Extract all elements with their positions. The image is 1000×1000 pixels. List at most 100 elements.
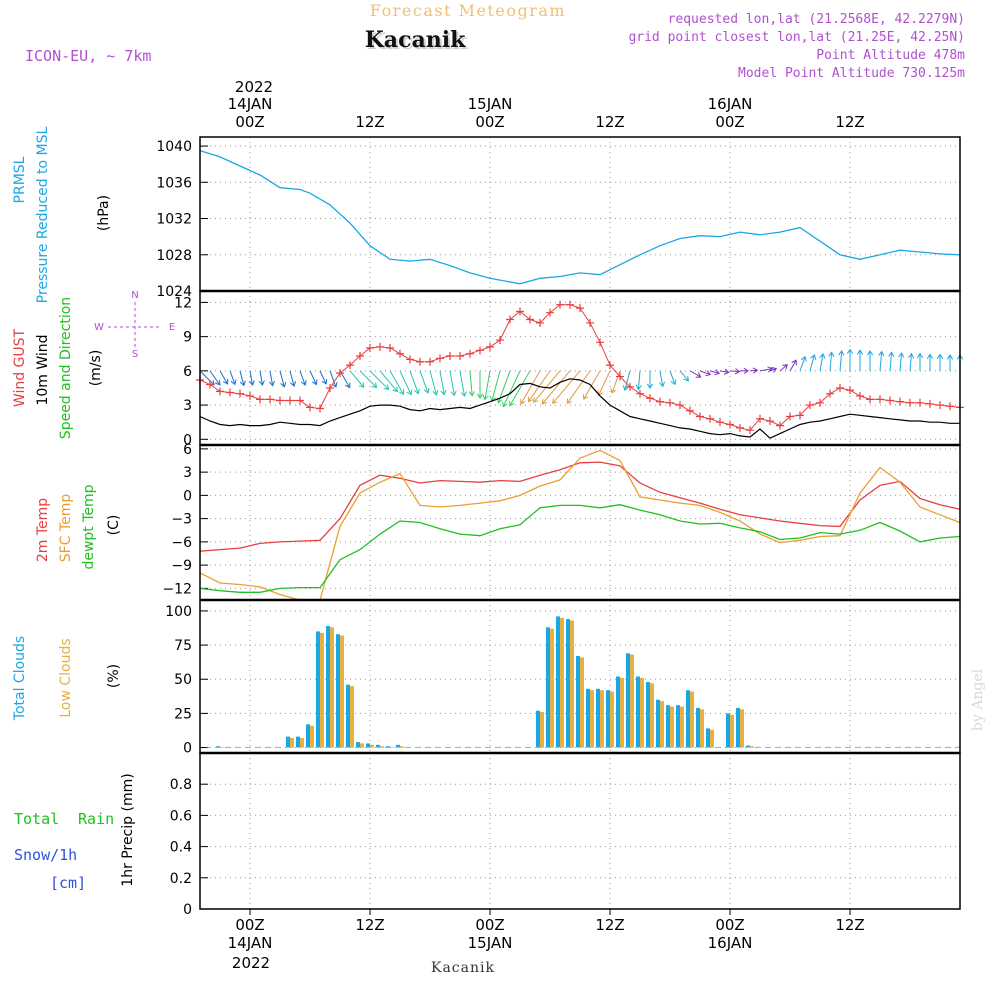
- top-date-label: 15JAN: [468, 95, 513, 113]
- total-cloud-bar: [496, 746, 500, 748]
- wind-arrow-head: [468, 390, 475, 397]
- wind-arrow: [229, 370, 236, 385]
- clouds-unit: (%): [106, 664, 122, 688]
- precipitation-ytick-label: 0: [183, 902, 192, 918]
- wind-arrow: [899, 352, 903, 371]
- wind-arrow: [839, 350, 843, 371]
- total-cloud-bar: [766, 746, 770, 748]
- wind-arrow-head: [888, 351, 895, 358]
- total-clouds-label: Total Clouds: [12, 636, 28, 721]
- clouds-ytick-label: 100: [165, 604, 192, 620]
- total-cloud-bar: [206, 746, 210, 748]
- subtitle: Forecast Meteogram: [370, 1, 566, 20]
- precipitation-ytick-label: 0.6: [170, 808, 192, 824]
- wind-gust-marker: [406, 355, 414, 364]
- wind-arrow: [552, 370, 581, 404]
- wind-arrow-head: [383, 384, 390, 391]
- temperature-panel: −12 −9 −6 −3 0 3 6: [162, 442, 961, 601]
- low-cloud-bar: [700, 709, 704, 748]
- wind-arrow-head: [230, 379, 237, 386]
- wind-gust-marker: [386, 344, 394, 353]
- wind-gust-marker: [356, 352, 364, 361]
- wind-gust-marker: [316, 404, 324, 413]
- total-cloud-bar: [846, 746, 850, 748]
- wind-arrow-head: [541, 398, 548, 405]
- wind-10m-label: 10m Wind: [35, 334, 51, 405]
- compass-s: S: [132, 349, 138, 360]
- total-cloud-bar: [306, 724, 310, 748]
- wind-arrow-head: [670, 379, 677, 386]
- wind-arrow-head: [239, 380, 246, 387]
- wind-gust-marker: [246, 391, 254, 400]
- wind-gust-marker: [536, 318, 544, 327]
- model-label: ICON-EU, ~ 7km: [25, 47, 151, 65]
- total-cloud-bar: [706, 728, 710, 748]
- precip-unit: 1hr Precip (mm): [120, 773, 136, 886]
- wind-gust-marker: [626, 382, 634, 391]
- wind-gust-marker: [236, 389, 244, 398]
- bottom-time-label: 00Z: [235, 916, 264, 934]
- wind-arrow: [469, 370, 473, 396]
- wind-labels: Wind GUST 10m Wind Speed and Direction (…: [12, 290, 175, 439]
- wind-arrow-head: [258, 380, 265, 386]
- wind-arrow: [637, 370, 641, 390]
- wind-arrow: [624, 370, 631, 391]
- total-cloud-bar: [636, 676, 640, 748]
- wind-gust-marker: [806, 401, 814, 410]
- wind-arrow: [520, 370, 541, 405]
- low-cloud-bar: [590, 690, 594, 748]
- wind-gust-marker: [216, 387, 224, 396]
- wind-arrow-head: [752, 367, 759, 374]
- total-cloud-bar: [546, 627, 550, 748]
- total-cloud-bar: [746, 745, 750, 748]
- wind-arrow: [689, 370, 701, 378]
- bottom-time-label: 12Z: [355, 916, 384, 934]
- wind-gust-marker: [596, 338, 604, 347]
- low-cloud-bar: [370, 744, 374, 748]
- wind-gust-marker: [546, 308, 554, 317]
- total-cloud-bar: [836, 746, 840, 748]
- bottom-time-label: 00Z: [475, 916, 504, 934]
- wind-arrow: [769, 368, 777, 372]
- wind-panel: 0 3 6 9 12: [174, 290, 964, 448]
- model-altitude: Model Point Altitude 730.125m: [738, 66, 965, 81]
- wind-arrow: [611, 370, 621, 394]
- wind-arrow: [219, 370, 228, 385]
- wind-arrow: [509, 370, 531, 407]
- wind-10m-line: [199, 378, 960, 439]
- compass-w: W: [94, 322, 104, 333]
- wind-arrow: [533, 370, 561, 403]
- wind-arrow-head: [532, 397, 539, 404]
- wind-gust-marker: [326, 383, 334, 392]
- total-cloud-bar: [826, 746, 830, 748]
- wind-arrow: [879, 351, 883, 371]
- temperature-ytick-label: 3: [183, 465, 192, 481]
- wind-arrow: [279, 370, 285, 387]
- wind-arrow-head: [767, 366, 774, 373]
- total-cloud-bar: [936, 746, 940, 748]
- wind-arrow-head: [723, 368, 730, 375]
- wind-arrow-head: [311, 379, 318, 386]
- total-cloud-bar: [246, 746, 250, 748]
- wind-arrow-head: [406, 389, 413, 396]
- wind-gust-marker: [916, 398, 924, 407]
- clouds-ytick-label: 50: [174, 672, 192, 688]
- wind-gust-marker: [716, 418, 724, 427]
- wind-arrow: [709, 370, 720, 374]
- low-cloud-bar: [390, 746, 394, 748]
- wind-gust-marker: [926, 399, 934, 408]
- clouds-ytick-label: 75: [174, 638, 192, 654]
- wind-unit: (m/s): [88, 350, 104, 387]
- panels: 10241028103210361040036912−12−9−6−303602…: [156, 136, 964, 918]
- wind-arrow-head: [856, 349, 864, 355]
- wind-arrow-head: [413, 388, 420, 395]
- total-cloud-bar: [816, 746, 820, 748]
- wind-arrow-head: [248, 380, 255, 386]
- temperature-ytick-label: 6: [183, 442, 192, 458]
- bottom-time-label: 12Z: [595, 916, 624, 934]
- wind-ytick-label: 6: [183, 364, 192, 380]
- low-cloud-bar: [660, 701, 664, 748]
- wind-arrow-head: [398, 389, 405, 396]
- wind-gust-marker: [686, 406, 694, 415]
